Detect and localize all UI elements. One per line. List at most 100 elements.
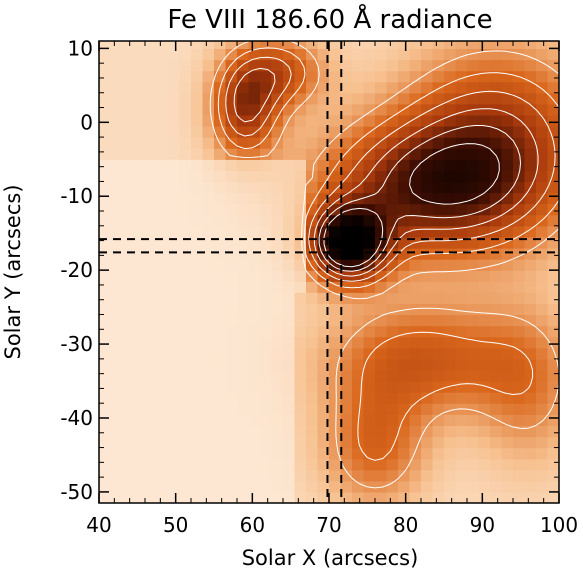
heatmap-cell <box>317 381 330 393</box>
heatmap-cell <box>202 81 215 94</box>
heatmap-cell <box>409 225 422 238</box>
heatmap-cell <box>501 159 514 171</box>
heatmap-cell <box>237 170 250 183</box>
heatmap-cell <box>294 469 307 482</box>
heatmap-cell <box>432 137 445 149</box>
heatmap-cell <box>214 236 227 249</box>
heatmap-cell <box>168 392 181 404</box>
heatmap-cell <box>294 203 307 216</box>
heatmap-cell <box>306 469 319 482</box>
heatmap-cell <box>248 81 261 94</box>
heatmap-cell <box>455 59 468 72</box>
heatmap-cell <box>225 81 238 94</box>
heatmap-cell <box>225 225 238 238</box>
heatmap-cell <box>156 148 169 160</box>
heatmap-cell <box>133 325 146 338</box>
heatmap-cell <box>352 358 365 371</box>
heatmap-cell <box>352 248 365 260</box>
heatmap-cell <box>168 425 181 438</box>
y-tick-label: -30 <box>60 332 93 356</box>
heatmap-cell <box>248 59 261 72</box>
heatmap-cell <box>375 480 388 493</box>
heatmap-cell <box>179 469 192 482</box>
heatmap-cell <box>237 41 250 49</box>
heatmap-cell <box>547 70 559 83</box>
heatmap-cell <box>317 491 330 503</box>
heatmap-cell <box>317 59 330 72</box>
heatmap-cell <box>386 314 399 327</box>
heatmap-cell <box>432 270 445 282</box>
heatmap-cell <box>191 181 204 194</box>
heatmap-cell <box>283 325 296 338</box>
heatmap-cell <box>432 403 445 415</box>
heatmap-cell <box>202 236 215 249</box>
heatmap-cell <box>478 292 491 304</box>
heatmap-cell <box>490 148 503 160</box>
heatmap-cell <box>294 381 307 393</box>
heatmap-cell <box>202 192 215 205</box>
heatmap-cell <box>145 325 158 338</box>
heatmap-cell <box>168 314 181 327</box>
heatmap-cell <box>110 314 123 327</box>
heatmap-cell <box>168 469 181 482</box>
heatmap-cell <box>455 148 468 160</box>
heatmap-cell <box>524 480 537 493</box>
heatmap-cell <box>421 369 434 382</box>
heatmap-cell <box>524 225 537 238</box>
heatmap-cell <box>398 358 411 371</box>
heatmap-cell <box>398 170 411 183</box>
heatmap-cell <box>110 458 123 471</box>
heatmap-cell <box>133 203 146 216</box>
heatmap-cell <box>329 491 342 503</box>
heatmap-cell <box>340 314 353 327</box>
heatmap-cell <box>260 480 273 493</box>
heatmap-cell <box>202 281 215 293</box>
heatmap-cell <box>455 325 468 338</box>
heatmap-cell <box>432 292 445 304</box>
heatmap-cell <box>501 347 514 360</box>
heatmap-cell <box>99 170 112 183</box>
heatmap-cell <box>455 314 468 327</box>
heatmap-cell <box>237 303 250 316</box>
heatmap-cell <box>156 336 169 349</box>
heatmap-cell <box>179 103 192 116</box>
heatmap-cell <box>294 70 307 83</box>
heatmap-cell <box>248 469 261 482</box>
heatmap-cell <box>191 447 204 460</box>
heatmap-cell <box>375 381 388 393</box>
heatmap-cell <box>421 259 434 271</box>
heatmap-cell <box>467 381 480 393</box>
heatmap-cell <box>363 236 376 249</box>
heatmap-cell <box>467 425 480 438</box>
heatmap-cell <box>363 447 376 460</box>
heatmap-cell <box>202 270 215 282</box>
heatmap-cell <box>133 214 146 227</box>
heatmap-cell <box>317 159 330 171</box>
heatmap-cell <box>283 181 296 194</box>
heatmap-cell <box>156 325 169 338</box>
heatmap-cell <box>444 281 457 293</box>
heatmap-cell <box>501 48 514 61</box>
heatmap-cell <box>352 159 365 171</box>
heatmap-cell <box>421 70 434 83</box>
heatmap-cell <box>156 203 169 216</box>
heatmap-cell <box>306 48 319 61</box>
heatmap-cell <box>99 369 112 382</box>
heatmap-cell <box>478 480 491 493</box>
heatmap-cell <box>271 414 284 426</box>
heatmap-cell <box>455 447 468 460</box>
heatmap-cell <box>432 358 445 371</box>
heatmap-cell <box>467 148 480 160</box>
heatmap-cell <box>145 336 158 349</box>
heatmap-cell <box>271 248 284 260</box>
heatmap-cell <box>110 403 123 415</box>
heatmap-cell <box>524 292 537 304</box>
heatmap-cell <box>283 358 296 371</box>
heatmap-cell <box>536 270 549 282</box>
heatmap-cell <box>421 126 434 138</box>
heatmap-cell <box>248 92 261 105</box>
heatmap-cell <box>375 59 388 72</box>
heatmap-cell <box>145 41 158 49</box>
heatmap-cell <box>179 270 192 282</box>
heatmap-cell <box>317 292 330 304</box>
